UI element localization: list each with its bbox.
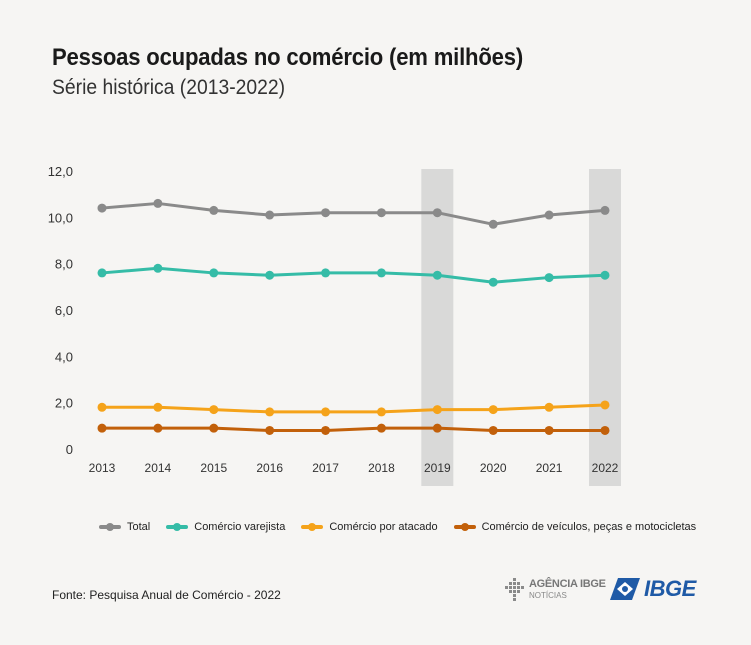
data-point: [432, 405, 442, 415]
ibge-wordmark: IBGE: [644, 576, 696, 601]
chart-title: Pessoas ocupadas no comércio (em milhões…: [52, 44, 524, 71]
y-tick-label: 8,0: [55, 257, 73, 272]
legend-swatch: [166, 523, 189, 531]
series-line-1: [100, 266, 607, 284]
data-point: [600, 205, 610, 215]
data-point: [209, 423, 219, 433]
data-point: [488, 405, 498, 415]
data-point: [153, 198, 163, 208]
data-point: [97, 402, 107, 412]
data-point: [97, 203, 107, 213]
data-point: [321, 208, 331, 218]
data-point: [265, 425, 275, 435]
x-tick-label: 2016: [256, 461, 283, 475]
x-tick-label: 2022: [592, 461, 619, 475]
highlight-band-2022: [589, 169, 621, 486]
y-tick-label: 4,0: [55, 349, 73, 364]
data-point: [544, 425, 554, 435]
data-point: [600, 425, 610, 435]
data-point: [97, 268, 107, 278]
data-point: [376, 208, 386, 218]
legend-item: Total: [99, 521, 150, 533]
data-point: [321, 425, 331, 435]
legend-label: Comércio varejista: [194, 521, 286, 533]
series-line-0: [100, 201, 607, 226]
data-point: [376, 407, 386, 417]
agencia-ibge-logo: AGÊNCIA IBGE NOTÍCIAS: [505, 578, 606, 602]
agencia-subtitle: NOTÍCIAS: [529, 591, 567, 600]
y-tick-label: 6,0: [55, 303, 73, 318]
x-tick-label: 2015: [200, 461, 227, 475]
series-line-2: [100, 403, 607, 414]
line-chart: 12,0 10,0 8,0 6,0 4,0 2,0 0 2013 2014 2015 2016 201…: [48, 164, 621, 486]
y-tick-label: 2,0: [55, 396, 73, 411]
data-point: [376, 268, 386, 278]
x-tick-label: 2013: [89, 461, 116, 475]
agencia-name: AGÊNCIA IBGE: [529, 578, 606, 590]
data-point: [153, 263, 163, 273]
x-tick-label: 2020: [480, 461, 507, 475]
data-point: [97, 423, 107, 433]
data-point: [432, 270, 442, 280]
y-tick-label: 0: [66, 442, 73, 457]
data-point: [321, 268, 331, 278]
data-point: [153, 423, 163, 433]
legend-label: Total: [127, 521, 151, 533]
y-tick-label: 10,0: [48, 210, 73, 225]
ibge-logo: IBGE: [610, 576, 696, 602]
data-point: [488, 425, 498, 435]
highlight-band-2019: [421, 169, 454, 486]
data-point: [209, 205, 219, 215]
data-point: [265, 270, 275, 280]
legend-swatch: [453, 523, 476, 531]
data-point: [209, 268, 219, 278]
data-point: [376, 423, 386, 433]
legend-swatch: [99, 523, 121, 531]
chart-legend: Total Comércio varejista Comércio por atac…: [99, 521, 712, 533]
data-point: [488, 219, 498, 229]
series-line-3: [100, 426, 607, 432]
data-point: [488, 277, 498, 287]
x-tick-label: 2014: [145, 461, 172, 475]
data-point: [321, 407, 331, 417]
legend-item: Comércio varejista: [166, 521, 285, 533]
chart-subtitle: Série histórica (2013-2022): [52, 76, 286, 99]
agencia-logo-icon: [505, 578, 524, 601]
data-point: [544, 402, 554, 412]
y-tick-label: 12,0: [48, 164, 73, 179]
data-point: [432, 423, 442, 433]
data-point: [153, 402, 163, 412]
source-note: Fonte: Pesquisa Anual de Comércio - 2022: [52, 588, 281, 602]
x-tick-label: 2021: [536, 461, 563, 475]
data-point: [544, 273, 554, 283]
data-point: [432, 208, 442, 218]
legend-label: Comércio de veículos, peças e motociclet…: [481, 521, 697, 533]
legend-swatch: [301, 523, 324, 531]
data-point: [265, 407, 275, 417]
data-point: [209, 405, 219, 415]
legend-item: Comércio por atacado: [301, 521, 438, 533]
legend-item: Comércio de veículos, peças e motociclet…: [453, 521, 697, 533]
legend-label: Comércio por atacado: [329, 521, 438, 533]
ibge-emblem-icon: [610, 578, 640, 600]
data-point: [265, 210, 275, 220]
data-point: [600, 400, 610, 410]
data-point: [600, 270, 610, 280]
data-point: [544, 210, 554, 220]
x-tick-label: 2017: [312, 461, 339, 475]
x-tick-label: 2019: [424, 461, 451, 475]
x-tick-label: 2018: [368, 461, 395, 475]
